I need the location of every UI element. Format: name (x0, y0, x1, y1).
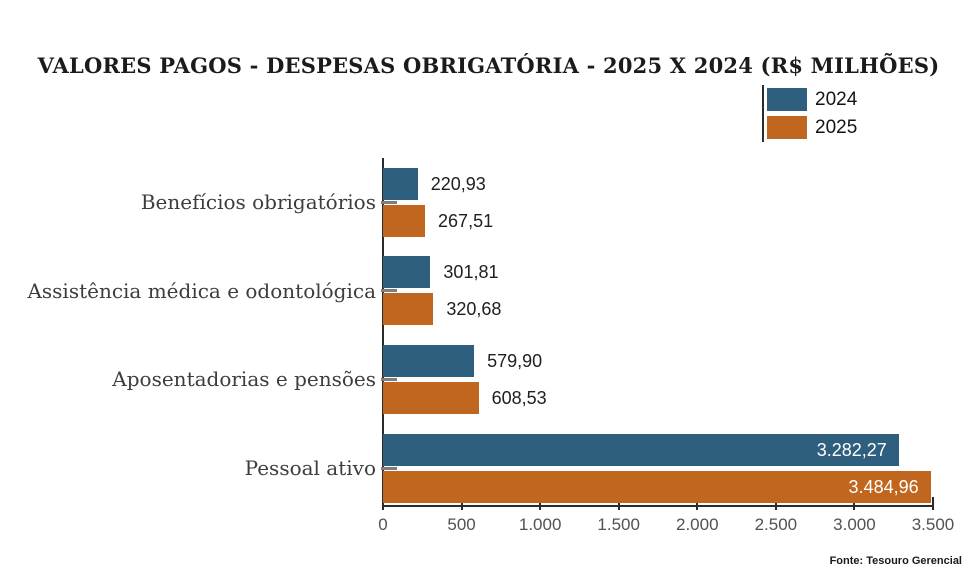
value-label-2025: 3.484,96 (848, 476, 919, 497)
legend-label-2025: 2025 (815, 117, 858, 138)
x-tick-2.500 (774, 497, 777, 510)
value-label-2024: 220,93 (430, 173, 486, 194)
x-tick-500 (460, 497, 463, 510)
value-label-2025: 267,51 (438, 210, 494, 231)
legend-entry-2025: 2025 (767, 116, 857, 139)
legend-label-2024: 2024 (815, 89, 858, 110)
x-axis-line (382, 505, 934, 507)
value-label-2024: 579,90 (487, 350, 543, 371)
legend-entry-2024: 2024 (767, 88, 857, 111)
x-tick-label: 2.500 (754, 515, 798, 534)
x-tick-label: 500 (447, 515, 476, 534)
x-tick-label: 1.500 (597, 515, 640, 534)
y-axis-line (382, 158, 384, 506)
x-tick-2.000 (696, 497, 699, 510)
x-tick-label: 0 (378, 515, 388, 534)
category-axis-labels: Benefícios obrigatórios Assistência médic… (0, 158, 377, 506)
bar-2024-2 (383, 256, 431, 289)
bar-2025-4 (383, 470, 931, 503)
bar-2024-4 (383, 433, 899, 466)
x-tick-3.500 (932, 497, 934, 510)
legend: 2024 2025 (762, 85, 857, 142)
category-tick (381, 377, 397, 381)
x-tick-0 (382, 497, 384, 510)
chart-title: VALORES PAGOS - DESPESAS OBRIGATÓRIA - 2… (37, 53, 940, 78)
value-label-2025: 320,68 (446, 299, 502, 320)
bar-2025-2 (383, 293, 434, 326)
source-note: Fonte: Tesouro Gerencial (829, 555, 962, 567)
category-label: Aposentadorias e pensões (112, 367, 376, 392)
bar-2024-3 (383, 344, 475, 377)
legend-swatch-2024 (767, 88, 807, 111)
plot-area: 0 500 1.000 1.500 2.000 2.500 3.000 3.500 220,93… (378, 158, 954, 534)
value-label-2024: 3.282,27 (816, 439, 887, 460)
x-tick-1.000 (539, 497, 542, 510)
value-label-2024: 301,81 (443, 262, 499, 283)
x-tick-label: 3.000 (833, 515, 876, 534)
bar-2024-1 (383, 167, 418, 200)
bar-2025-3 (383, 381, 479, 414)
bar-2025-1 (383, 204, 426, 237)
x-tick-3.000 (853, 497, 856, 510)
category-label: Pessoal ativo (244, 456, 376, 480)
category-tick (381, 466, 397, 470)
category-tick (381, 200, 397, 204)
x-tick-label: 1.000 (518, 515, 562, 534)
x-tick-1.500 (617, 497, 620, 510)
category-label: Benefícios obrigatórios (140, 190, 376, 214)
category-tick (381, 289, 397, 293)
x-tick-label: 3.500 (911, 515, 955, 534)
value-label-2025: 608,53 (491, 387, 547, 408)
legend-swatch-2025 (767, 116, 807, 139)
category-label: Assistência médica e odontológica (27, 278, 376, 303)
x-tick-label: 2.000 (676, 515, 719, 534)
